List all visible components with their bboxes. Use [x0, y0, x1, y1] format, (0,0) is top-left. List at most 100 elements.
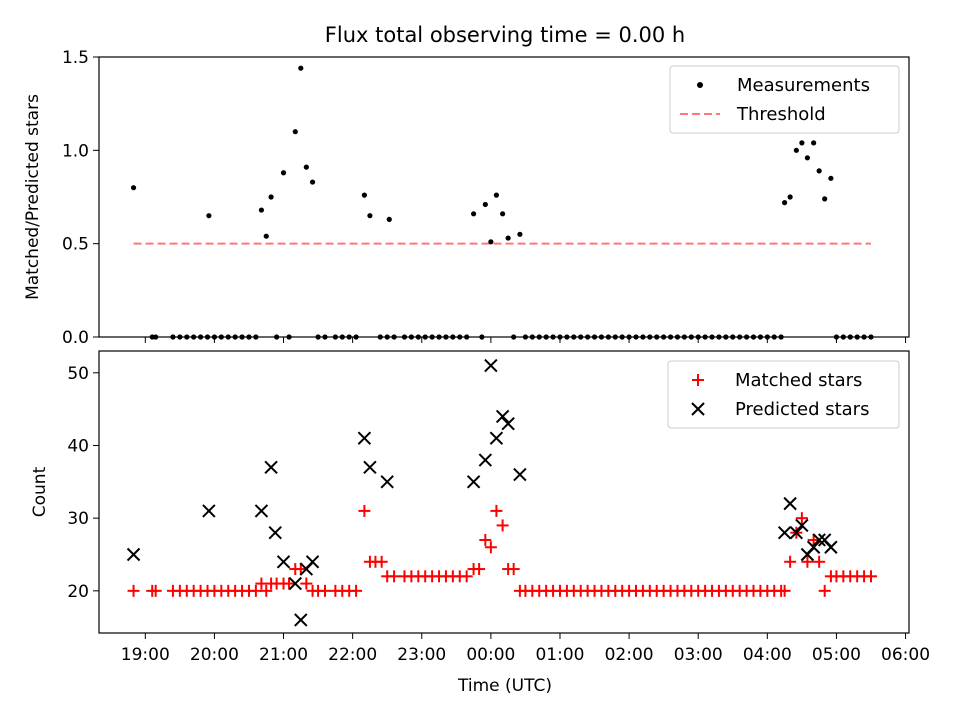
- predicted-star-point: [777, 525, 792, 540]
- measurement-point: [258, 207, 265, 213]
- predicted-star-marker-b: [466, 475, 481, 489]
- measurement-point: [822, 196, 828, 202]
- matched-star-point: [795, 512, 808, 525]
- top-legend-label-threshold: Threshold: [736, 104, 826, 125]
- matched-star-point: [784, 555, 797, 568]
- top-y-tick-label: 0.0: [62, 328, 89, 348]
- predicted-star-point: [357, 431, 372, 445]
- bottom-x-tick-label: 01:00: [535, 645, 584, 665]
- measurement-point: [303, 164, 309, 170]
- measurement-point: [811, 140, 817, 146]
- top-chart-title: Flux total observing time = 0.00 h: [325, 23, 685, 47]
- predicted-star-point: [294, 613, 308, 627]
- matched-star-point: [778, 584, 791, 597]
- predicted-star-marker-b: [288, 576, 302, 591]
- top-legend: Measurements Threshold: [669, 65, 900, 134]
- matched-star-point: [460, 570, 473, 583]
- predicted-star-marker-b: [789, 525, 804, 540]
- bottom-x-tick-label: 22:00: [328, 645, 377, 665]
- predicted-star-point: [254, 504, 269, 518]
- measurement-point: [309, 179, 316, 185]
- measurement-point: [386, 216, 392, 222]
- top-y-ticks: 0.0 0.5 1.0 1.5: [62, 48, 99, 348]
- measurement-point: [799, 140, 805, 146]
- predicted-star-marker-b: [489, 431, 504, 445]
- bottom-y-tick-label: 20: [67, 582, 89, 602]
- bottom-legend-marker-predicted: [691, 402, 705, 416]
- predicted-star-point: [202, 504, 216, 518]
- bottom-y-tick-label: 30: [67, 509, 89, 529]
- predicted-star-point: [789, 525, 804, 540]
- bottom-x-tick-label: 03:00: [674, 645, 723, 665]
- predicted-star-point: [501, 416, 515, 431]
- predicted-star-point: [484, 358, 498, 373]
- bottom-legend-box: [667, 360, 900, 429]
- bottom-x-tick-label: 20:00: [190, 645, 239, 665]
- predicted-star-point: [495, 409, 510, 424]
- bottom-axes-frame: [98, 350, 910, 634]
- measurement-point: [828, 175, 834, 181]
- predicted-star-point: [126, 547, 141, 562]
- matched-star-point: [300, 577, 313, 590]
- predicted-star-marker-b: [501, 416, 515, 431]
- predicted-star-point: [783, 496, 797, 511]
- bottom-x-axis-label: Time (UTC): [457, 676, 552, 696]
- measurement-point: [816, 168, 822, 174]
- bottom-plot-area: [126, 358, 877, 627]
- matched-star-point: [260, 584, 273, 597]
- measurement-point: [488, 239, 494, 245]
- top-legend-box: [669, 65, 900, 134]
- matched-star-point: [149, 584, 162, 597]
- matched-star-point: [318, 584, 331, 597]
- bottom-x-tick-label: 02:00: [605, 645, 654, 665]
- top-legend-label-measurements: Measurements: [737, 75, 870, 96]
- bottom-legend: Matched stars Predicted stars: [667, 360, 900, 429]
- predicted-star-marker-b: [783, 496, 797, 511]
- measurement-point: [280, 170, 287, 176]
- bottom-y-tick-label: 50: [67, 364, 89, 384]
- bottom-y-axis-label: Count: [30, 466, 50, 517]
- predicted-star-marker-b: [806, 540, 821, 554]
- predicted-star-point: [812, 533, 826, 547]
- measurement-point: [804, 155, 811, 161]
- matched-star-point: [801, 555, 814, 568]
- matched-star-point: [350, 584, 363, 597]
- measurement-point: [500, 211, 506, 217]
- measurement-point: [787, 194, 793, 200]
- measurement-point: [781, 200, 788, 206]
- matched-star-point: [473, 563, 486, 576]
- predicted-star-marker-b: [817, 533, 832, 547]
- matched-star-point: [388, 570, 401, 583]
- predicted-star-marker-b: [202, 504, 216, 518]
- measurement-point: [263, 233, 269, 239]
- predicted-star-point: [380, 475, 394, 489]
- predicted-star-point: [824, 540, 838, 554]
- predicted-star-marker-b: [824, 540, 838, 554]
- predicted-star-point: [305, 555, 320, 569]
- measurement-point: [482, 201, 488, 208]
- measurement-point: [505, 235, 511, 241]
- predicted-star-point: [276, 555, 291, 569]
- matched-star-point: [818, 584, 831, 597]
- predicted-star-marker-b: [268, 525, 282, 540]
- measurement-point: [493, 192, 499, 198]
- predicted-star-marker-b: [357, 431, 372, 445]
- matched-star-point: [358, 504, 371, 517]
- bottom-x-tick-label: 05:00: [812, 645, 861, 665]
- top-y-tick-label: 1.0: [62, 141, 89, 161]
- predicted-star-marker-b: [380, 475, 394, 489]
- bottom-x-tick-label: 19:00: [121, 645, 170, 665]
- predicted-star-point: [513, 467, 527, 482]
- predicted-star-marker-b: [513, 467, 527, 482]
- predicted-star-point: [795, 518, 809, 533]
- measurement-point: [367, 213, 373, 219]
- bottom-legend-label-predicted: Predicted stars: [735, 399, 869, 420]
- predicted-star-marker-b: [294, 613, 308, 627]
- measurement-point: [517, 231, 523, 237]
- measurement-point: [268, 194, 274, 200]
- predicted-star-point: [268, 525, 282, 540]
- bottom-x-tick-label: 21:00: [259, 645, 308, 665]
- matched-star-point: [496, 519, 509, 532]
- top-y-axis-label: Matched/Predicted stars: [23, 94, 43, 300]
